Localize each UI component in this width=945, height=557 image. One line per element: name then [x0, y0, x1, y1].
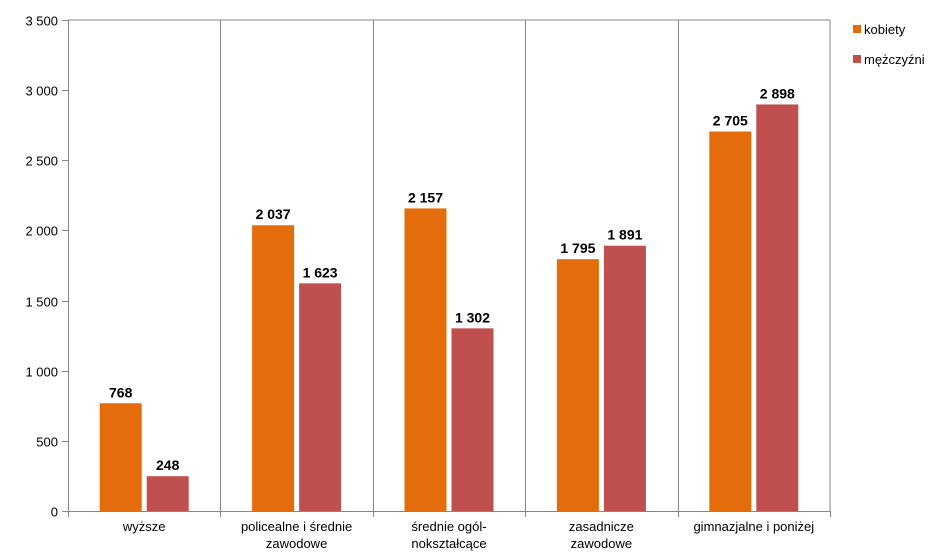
bar	[603, 245, 646, 511]
data-label: 1 891	[607, 227, 642, 243]
bar	[146, 476, 189, 511]
y-tick-label: 2 000	[25, 224, 58, 239]
y-tick-label: 1 500	[25, 295, 58, 310]
bar	[756, 104, 799, 512]
data-label: 1 623	[303, 264, 338, 280]
data-label: 1 795	[560, 240, 595, 256]
x-category-label: średnie ogól-nokształcące	[411, 519, 486, 551]
y-tick-label: 1 000	[25, 365, 58, 380]
axis-layer: 0 500 1 000 1 500 2 000 2 500 3 000 3 500 wyższe…	[25, 14, 831, 551]
x-category-label-line: gimnazjalne i poniżej	[693, 519, 814, 534]
x-category-label: wyższe	[122, 519, 166, 534]
y-tick-label: 500	[36, 435, 58, 450]
data-label: 1 302	[455, 309, 490, 325]
data-label: 2 898	[760, 85, 795, 101]
bar	[99, 403, 142, 511]
bar	[709, 131, 752, 511]
legend-label: mężczyźni	[864, 52, 925, 67]
data-label: 2 157	[408, 189, 443, 205]
y-tick-label: 2 500	[25, 154, 58, 169]
bar	[299, 283, 342, 511]
x-category-label-line: nokształcące	[411, 536, 486, 551]
legend-swatch	[853, 25, 861, 33]
y-tick-label: 0	[51, 505, 58, 520]
legend: kobiety mężczyźni	[853, 22, 925, 67]
x-category-label-line: zawodowe	[266, 536, 327, 551]
legend-label: kobiety	[864, 22, 906, 37]
y-tick-label: 3 000	[25, 84, 58, 99]
data-label: 248	[156, 457, 180, 473]
x-category-label-line: zasadnicze	[569, 519, 634, 534]
x-category-label: policealne i średnie zawodowe	[241, 519, 352, 551]
bars-layer	[99, 104, 799, 512]
x-category-label-line: wyższe	[122, 519, 166, 534]
labels-layer: 768 2 037 2 157 1 795 2 705 248 1 623 1 302 1 89…	[109, 85, 795, 473]
bar	[252, 225, 295, 511]
legend-swatch	[853, 55, 861, 63]
y-tick-label: 3 500	[25, 14, 58, 29]
x-category-label-line: średnie ogól-	[411, 519, 486, 534]
bar	[556, 259, 599, 511]
x-category-label-line: policealne i średnie	[241, 519, 352, 534]
x-category-label: gimnazjalne i poniżej	[693, 519, 814, 534]
data-label: 2 037	[256, 206, 291, 222]
data-label: 2 705	[713, 113, 748, 129]
grid-layer	[68, 19, 831, 511]
data-label: 768	[109, 384, 133, 400]
x-category-label: zasadnicze zawodowe	[569, 519, 634, 551]
x-category-label-line: zawodowe	[571, 536, 632, 551]
bar	[451, 328, 494, 511]
bar	[404, 208, 447, 511]
